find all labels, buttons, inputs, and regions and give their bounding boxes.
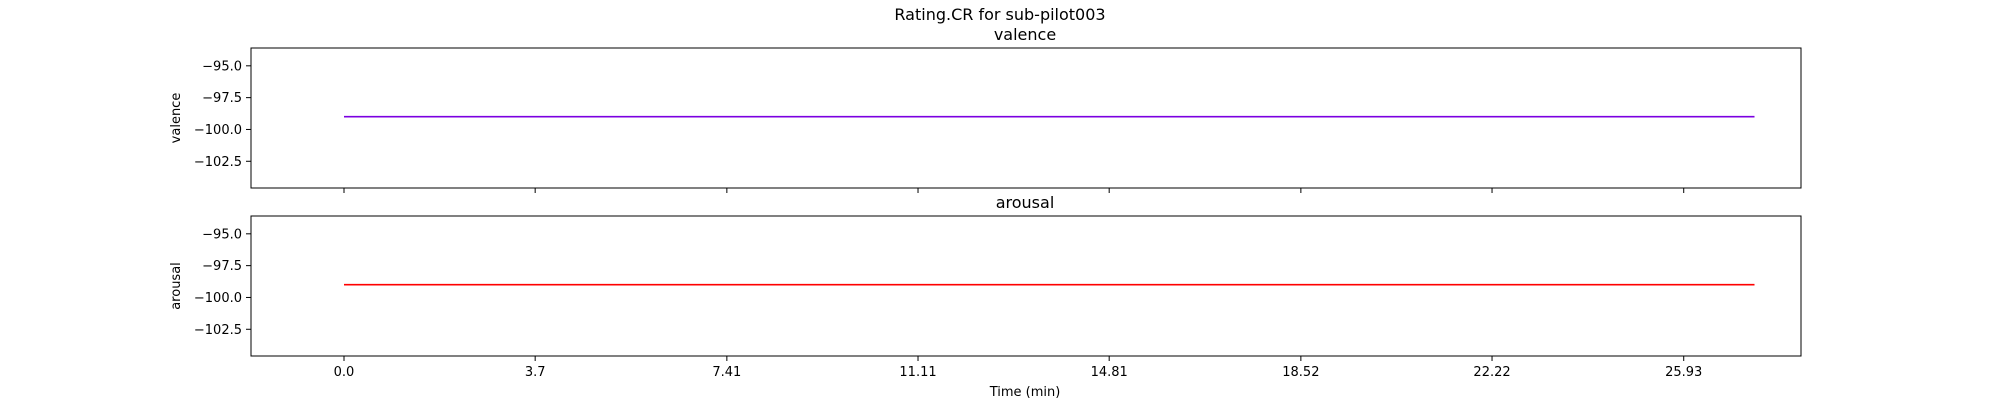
valence-y-tick-label: −102.5 xyxy=(194,155,242,170)
arousal-panel-title: arousal xyxy=(996,193,1055,212)
valence-y-tick-label: −95.0 xyxy=(202,59,242,74)
x-tick-label: 18.52 xyxy=(1282,365,1319,380)
x-tick-label: 22.22 xyxy=(1473,365,1510,380)
arousal-x-ticks xyxy=(343,356,1685,361)
x-axis-label: Time (min) xyxy=(989,385,1061,400)
valence-panel: valence valence −95.0 −97.5 −100.0 −102.5 xyxy=(169,25,1802,193)
x-tick-label: 3.7 xyxy=(525,365,546,380)
arousal-y-tick-label: −95.0 xyxy=(202,227,242,242)
valence-y-tick-label: −100.0 xyxy=(194,123,242,138)
arousal-y-axis-label: arousal xyxy=(169,262,184,310)
arousal-y-ticks: −95.0 −97.5 −100.0 −102.5 xyxy=(194,227,251,338)
arousal-plot-frame xyxy=(250,215,1802,357)
valence-x-ticks xyxy=(343,188,1685,193)
x-tick-label: 25.93 xyxy=(1665,365,1702,380)
valence-panel-title: valence xyxy=(994,25,1056,44)
valence-plot-frame xyxy=(250,47,1802,189)
x-tick-label: 11.11 xyxy=(899,365,936,380)
x-tick-label: 7.41 xyxy=(712,365,741,380)
x-tick-label: 14.81 xyxy=(1091,365,1128,380)
figure-title: Rating.CR for sub-pilot003 xyxy=(894,5,1105,24)
x-tick-label: 0.0 xyxy=(334,365,355,380)
arousal-y-tick-label: −102.5 xyxy=(194,323,242,338)
arousal-y-tick-label: −97.5 xyxy=(202,259,242,274)
arousal-panel: arousal arousal −95.0 −97.5 −100.0 −102.5 xyxy=(169,193,1802,361)
valence-y-tick-label: −97.5 xyxy=(202,91,242,106)
x-tick-labels: 0.0 3.7 7.41 11.11 14.81 18.52 22.22 25.93 xyxy=(334,365,1703,380)
valence-y-axis-label: valence xyxy=(169,93,184,144)
valence-y-ticks: −95.0 −97.5 −100.0 −102.5 xyxy=(194,59,251,170)
arousal-y-tick-label: −100.0 xyxy=(194,291,242,306)
